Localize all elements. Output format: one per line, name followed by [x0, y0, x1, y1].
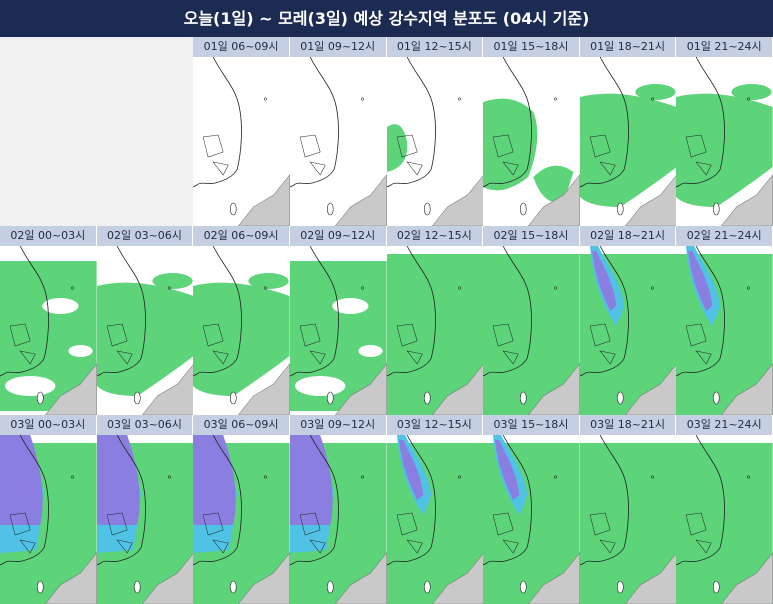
panel-label: 03일 18~21시 [579, 415, 677, 435]
precip-map [483, 435, 580, 604]
map-grid: 01일 06~09시 01일 09~12시 01일 12~15시 01일 15~… [0, 37, 773, 604]
title-bar: 오늘(1일) ~ 모레(3일) 예상 강수지역 분포도 (04시 기준) [0, 0, 773, 37]
map-panel: 03일 21~24시 [676, 415, 773, 604]
precip-map [96, 246, 194, 415]
panel-label: 01일 09~12시 [289, 37, 387, 57]
precip-map [289, 57, 387, 226]
precip-map [579, 435, 677, 604]
panel-label: 03일 21~24시 [676, 415, 773, 435]
precip-map [386, 57, 484, 226]
panel-label: 02일 00~03시 [0, 226, 97, 246]
precip-map [483, 246, 580, 415]
precip-map [579, 246, 677, 415]
map-panel: 02일 06~09시 [193, 226, 290, 415]
precip-map [289, 435, 387, 604]
panel-label: 03일 12~15시 [386, 415, 484, 435]
map-panel: 02일 18~21시 [579, 226, 677, 415]
panel-label: 03일 15~18시 [483, 415, 580, 435]
map-panel: 03일 09~12시 [289, 415, 387, 604]
map-panel: 03일 03~06시 [96, 415, 194, 604]
precip-map [386, 435, 484, 604]
map-panel: 03일 06~09시 [193, 415, 290, 604]
precip-map [579, 57, 677, 226]
panel-label: 02일 09~12시 [289, 226, 387, 246]
precip-map [483, 57, 580, 226]
empty-panel [0, 37, 97, 226]
map-panel: 01일 18~21시 [579, 37, 677, 226]
map-panel: 02일 00~03시 [0, 226, 97, 415]
precip-map [676, 57, 773, 226]
map-panel: 03일 18~21시 [579, 415, 677, 604]
panel-label: 02일 21~24시 [676, 226, 773, 246]
precip-map [289, 246, 387, 415]
precip-map [676, 435, 773, 604]
panel-label: 01일 18~21시 [579, 37, 677, 57]
panel-label: 03일 00~03시 [0, 415, 97, 435]
panel-label: 01일 15~18시 [483, 37, 580, 57]
map-panel: 01일 06~09시 [193, 37, 290, 226]
precip-map [193, 246, 290, 415]
precip-map [0, 435, 97, 604]
panel-label: 02일 06~09시 [193, 226, 290, 246]
map-panel: 03일 12~15시 [386, 415, 484, 604]
panel-label: 02일 15~18시 [483, 226, 580, 246]
panel-label: 02일 03~06시 [96, 226, 194, 246]
map-panel: 02일 12~15시 [386, 226, 484, 415]
map-panel: 02일 09~12시 [289, 226, 387, 415]
map-panel: 02일 03~06시 [96, 226, 194, 415]
precip-map [386, 246, 484, 415]
panel-label: 01일 12~15시 [386, 37, 484, 57]
map-panel: 01일 09~12시 [289, 37, 387, 226]
empty-panel [96, 37, 194, 226]
precip-map [676, 246, 773, 415]
panel-label: 01일 06~09시 [193, 37, 290, 57]
panel-label: 01일 21~24시 [676, 37, 773, 57]
panel-label: 03일 03~06시 [96, 415, 194, 435]
map-panel: 03일 15~18시 [483, 415, 580, 604]
panel-label: 03일 09~12시 [289, 415, 387, 435]
map-panel: 01일 15~18시 [483, 37, 580, 226]
map-panel: 01일 12~15시 [386, 37, 484, 226]
panel-label: 03일 06~09시 [193, 415, 290, 435]
map-panel: 03일 00~03시 [0, 415, 97, 604]
precip-map [96, 435, 194, 604]
map-panel: 01일 21~24시 [676, 37, 773, 226]
map-panel: 02일 15~18시 [483, 226, 580, 415]
precip-map [193, 435, 290, 604]
panel-label: 02일 12~15시 [386, 226, 484, 246]
panel-label: 02일 18~21시 [579, 226, 677, 246]
precip-map [193, 57, 290, 226]
map-panel: 02일 21~24시 [676, 226, 773, 415]
precip-map [0, 246, 97, 415]
